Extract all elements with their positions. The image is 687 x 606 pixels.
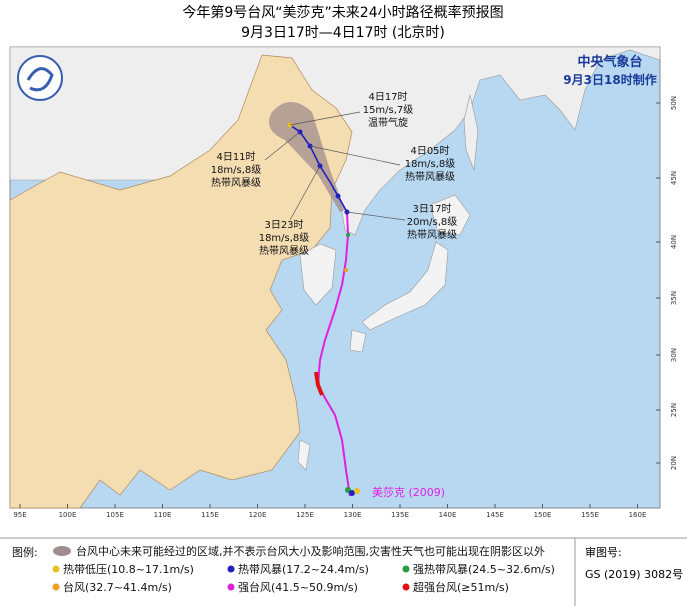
longitude-label: 130E [344, 511, 362, 519]
latitude-label: 30N [670, 348, 678, 362]
review-number: GS (2019) 3082号 [585, 568, 683, 581]
legend-dot [52, 565, 60, 573]
leader [289, 165, 321, 221]
logo [17, 55, 63, 101]
past-track [316, 211, 351, 497]
hokkaido [429, 194, 471, 236]
track-point [335, 193, 341, 199]
annotation-grade: 温带气旋 [368, 116, 408, 129]
latitude-label: 50N [670, 96, 678, 110]
track-point [344, 268, 348, 272]
annotation-wind: 18m/s,8级 [405, 158, 456, 170]
track-point [354, 488, 360, 494]
legend-label: 热带低压(10.8~17.1m/s) [63, 563, 194, 576]
review-label: 审图号: [585, 545, 622, 559]
longitude-label: 115E [201, 511, 219, 519]
annotation-time: 4日05时 [410, 145, 449, 157]
legend-dot [227, 565, 235, 573]
legend-swatch [53, 546, 71, 556]
issued: 9月3日18时制作 [563, 72, 656, 87]
probability-cone [268, 102, 345, 212]
taiwan [297, 439, 311, 471]
callout-lines [264, 111, 406, 221]
latitude-label: 40N [670, 235, 678, 249]
legend-dot [227, 583, 235, 591]
legend-label: 强热带风暴(24.5~32.6m/s) [413, 563, 555, 576]
legend-dot [52, 583, 60, 591]
longitude-label: 95E [13, 511, 26, 519]
logo-mark [26, 67, 54, 92]
legend-heading: 图例: [12, 545, 38, 559]
latitude-label: 45N [670, 171, 678, 185]
annotation-time: 3日23时 [264, 219, 303, 231]
storm-name: 美莎克 (2009) [372, 485, 445, 499]
leader [289, 111, 361, 126]
leader [346, 211, 406, 221]
longitude-label: 145E [486, 511, 504, 519]
longitude-label: 100E [59, 511, 77, 519]
legend-items: 热带低压(10.8~17.1m/s) 热带风暴(17.2~24.4m/s) 强热带风… [52, 563, 555, 594]
longitude-label: 105E [106, 511, 124, 519]
longitude-label: 150E [534, 511, 552, 519]
legend-cone: 台风中心未来可能经过的区域,并不表示台风大小及影响范围,灾害性天气也可能出现在阴… [76, 544, 545, 558]
annotations: 4日17时15m/s,7级温带气旋4日05时18m/s,8级热带风暴级4日11时… [211, 91, 458, 257]
sakhalin [463, 94, 479, 171]
agency: 中央气象台 [577, 54, 642, 70]
track-point [349, 490, 355, 496]
track-points [287, 122, 360, 496]
axes: 95E 100E 105E 110E 115E 120E 125E 130E 135E 140E 1… [13, 96, 678, 519]
annotation-wind: 15m/s,7级 [363, 104, 414, 116]
longitude-label: 110E [154, 511, 172, 519]
longitude-label: 140E [439, 511, 457, 519]
legend-label: 台风(32.7~41.4m/s) [63, 580, 172, 594]
annotation-grade: 热带风暴级 [405, 170, 455, 183]
leader [309, 145, 401, 166]
annotation-grade: 热带风暴级 [407, 228, 457, 241]
past-track-super [314, 371, 324, 396]
legend-label: 热带风暴(17.2~24.4m/s) [238, 563, 369, 576]
track-point [346, 233, 350, 237]
longitude-label: 120E [249, 511, 267, 519]
longitude-label: 160E [629, 511, 647, 519]
annotation-grade: 热带风暴级 [211, 176, 261, 189]
annotation-time: 3日17时 [412, 203, 451, 215]
annotation-wind: 20m/s,8级 [407, 216, 458, 228]
longitude-label: 125E [296, 511, 314, 519]
legend-dot [402, 565, 410, 573]
annotation-time: 4日11时 [216, 151, 255, 163]
kyushu [349, 329, 367, 353]
longitude-label: 155E [581, 511, 599, 519]
leader [264, 131, 301, 161]
latitude-label: 35N [670, 291, 678, 305]
annotation-grade: 热带风暴级 [259, 244, 309, 257]
land-china [9, 54, 353, 509]
legend-dot [402, 583, 410, 591]
honshu [361, 241, 449, 331]
latitude-label: 25N [670, 403, 678, 417]
legend-label: 超强台风(≥51m/s) [413, 580, 509, 594]
annotation-time: 4日17时 [368, 91, 407, 103]
korea [299, 243, 337, 306]
legend-label: 强台风(41.5~50.9m/s) [238, 580, 358, 594]
annotation-wind: 18m/s,8级 [259, 232, 310, 244]
longitude-label: 135E [391, 511, 409, 519]
subtitle: 9月3日17时—4日17时 (北京时) [241, 25, 445, 41]
title: 今年第9号台风“美莎克”未来24小时路径概率预报图 [182, 4, 503, 21]
annotation-wind: 18m/s,8级 [211, 164, 262, 176]
latitude-label: 20N [670, 456, 678, 470]
